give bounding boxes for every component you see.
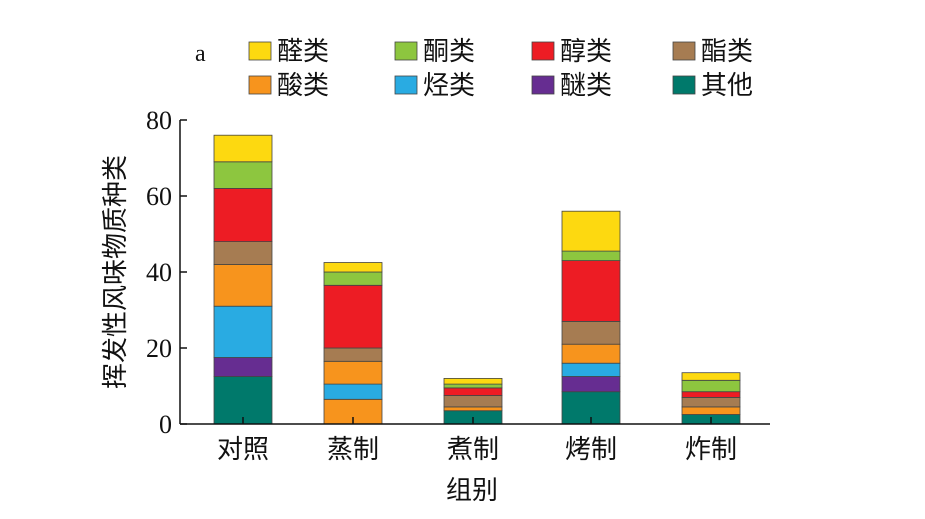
panel-label: a (195, 41, 206, 67)
y-tick-label-80: 80 (146, 106, 172, 135)
bar-segment-5-8 (681, 379, 741, 393)
legend-swatch-5 (248, 75, 272, 95)
legend-label-2: 酮类 (423, 37, 475, 67)
bar-segment-5-9 (681, 372, 741, 381)
bar-segment-1-9 (213, 134, 273, 163)
bar-segment-5-2 (681, 406, 741, 415)
bar-segment-2-6 (323, 347, 383, 362)
legend-label-7: 醚类 (560, 71, 612, 101)
bar-segment-1-6 (213, 241, 273, 265)
bar-segment-5-7 (681, 391, 741, 398)
legend-swatch-6 (394, 75, 418, 95)
legend-swatch-7 (531, 75, 555, 95)
y-tick-label-0: 0 (159, 410, 172, 439)
bar-segment-2-8 (323, 271, 383, 286)
legend-swatch-3 (531, 41, 555, 61)
bar-segment-4-4 (561, 362, 621, 377)
legend-label-3: 醇类 (560, 37, 612, 67)
bar-segment-4-8 (561, 250, 621, 262)
y-tick-label-60: 60 (146, 182, 172, 211)
bar-segment-1-7 (213, 187, 273, 242)
x-tick-label-1: 对照 (217, 435, 269, 465)
bar-segment-3-7 (443, 387, 503, 396)
x-axis-label: 组别 (446, 476, 498, 506)
bar-segment-1-5 (213, 263, 273, 307)
x-tick-label-5: 炸制 (685, 435, 737, 465)
bar-segment-2-9 (323, 262, 383, 273)
bar-segment-4-7 (561, 260, 621, 322)
bar-segment-4-9 (561, 210, 621, 252)
bar-segment-4-6 (561, 320, 621, 345)
bar-segment-2-4 (323, 383, 383, 400)
y-tick-label-20: 20 (146, 334, 172, 363)
bar-segment-3-6 (443, 395, 503, 408)
bar-segment-3-8 (443, 383, 503, 389)
legend-label-8: 其他 (701, 71, 753, 101)
legend-swatch-1 (248, 41, 272, 61)
legend-swatch-2 (394, 41, 418, 61)
y-tick-label-40: 40 (146, 258, 172, 287)
legend-label-6: 烃类 (423, 71, 475, 101)
bar-segment-3-2 (443, 406, 503, 412)
x-tick-label-3: 煮制 (447, 435, 499, 465)
bar-segment-3-9 (443, 377, 503, 385)
legend-label-4: 酯类 (701, 37, 753, 67)
bar-segment-4-3 (561, 376, 621, 393)
bar-segment-1-4 (213, 305, 273, 358)
legend-label-1: 醛类 (277, 37, 329, 67)
bar-segment-4-5 (561, 343, 621, 364)
legend-swatch-8 (672, 75, 696, 95)
x-tick-label-2: 蒸制 (327, 435, 379, 465)
bars-group (213, 134, 741, 425)
bar-segment-2-7 (323, 284, 383, 349)
bar-segment-1-8 (213, 161, 273, 189)
axes: 0 20 40 60 80 对照 蒸制 煮制 烤制 炸制 (146, 106, 770, 465)
bar-segment-1-3 (213, 357, 273, 377)
bar-segment-5-6 (681, 396, 741, 408)
legend-swatch-4 (672, 41, 696, 61)
y-axis-label: 挥发性风味物质种类 (101, 155, 131, 389)
legend-label-5: 酸类 (277, 71, 329, 101)
bar-segment-1-1 (213, 376, 273, 425)
bar-segment-2-5 (323, 360, 383, 385)
x-tick-label-4: 烤制 (565, 435, 617, 465)
